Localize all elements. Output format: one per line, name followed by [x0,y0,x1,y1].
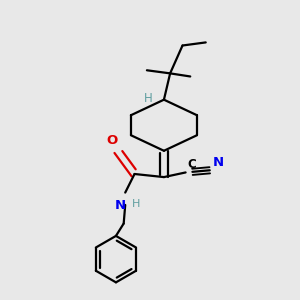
Text: N: N [213,156,224,170]
Text: O: O [106,134,118,147]
Text: C: C [187,158,196,171]
Text: N: N [115,199,126,212]
Text: H: H [144,92,153,105]
Text: H: H [132,199,140,209]
